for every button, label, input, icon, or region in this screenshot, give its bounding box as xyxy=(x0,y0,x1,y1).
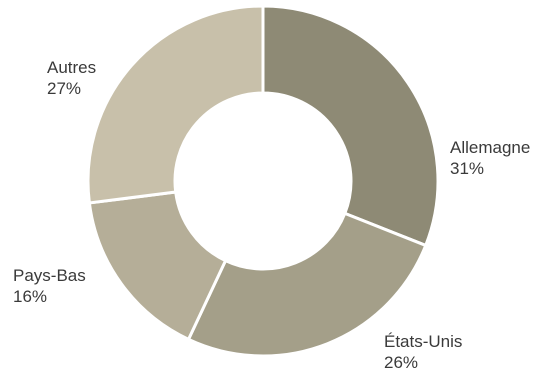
donut-slices xyxy=(86,4,440,358)
slice-percent: 16% xyxy=(13,287,48,306)
slice-percent: 27% xyxy=(47,79,82,98)
slice-label-autres: Autres 27% xyxy=(47,57,96,99)
slice-autres xyxy=(86,4,265,205)
slice-name: Allemagne xyxy=(450,138,531,157)
slice-allemagne xyxy=(261,4,440,247)
slice-name: Autres xyxy=(47,58,97,77)
slice-percent: 31% xyxy=(450,159,485,178)
slice-label-etats-unis: États-Unis 26% xyxy=(384,331,462,373)
slice-label-pays-bas: Pays-Bas 16% xyxy=(13,265,86,307)
slice-name: Pays-Bas xyxy=(13,266,86,285)
slice-percent: 26% xyxy=(384,353,419,372)
slice-etats-unis xyxy=(186,211,428,358)
slice-name: États-Unis xyxy=(384,332,463,351)
slice-label-allemagne: Allemagne 31% xyxy=(450,137,530,179)
